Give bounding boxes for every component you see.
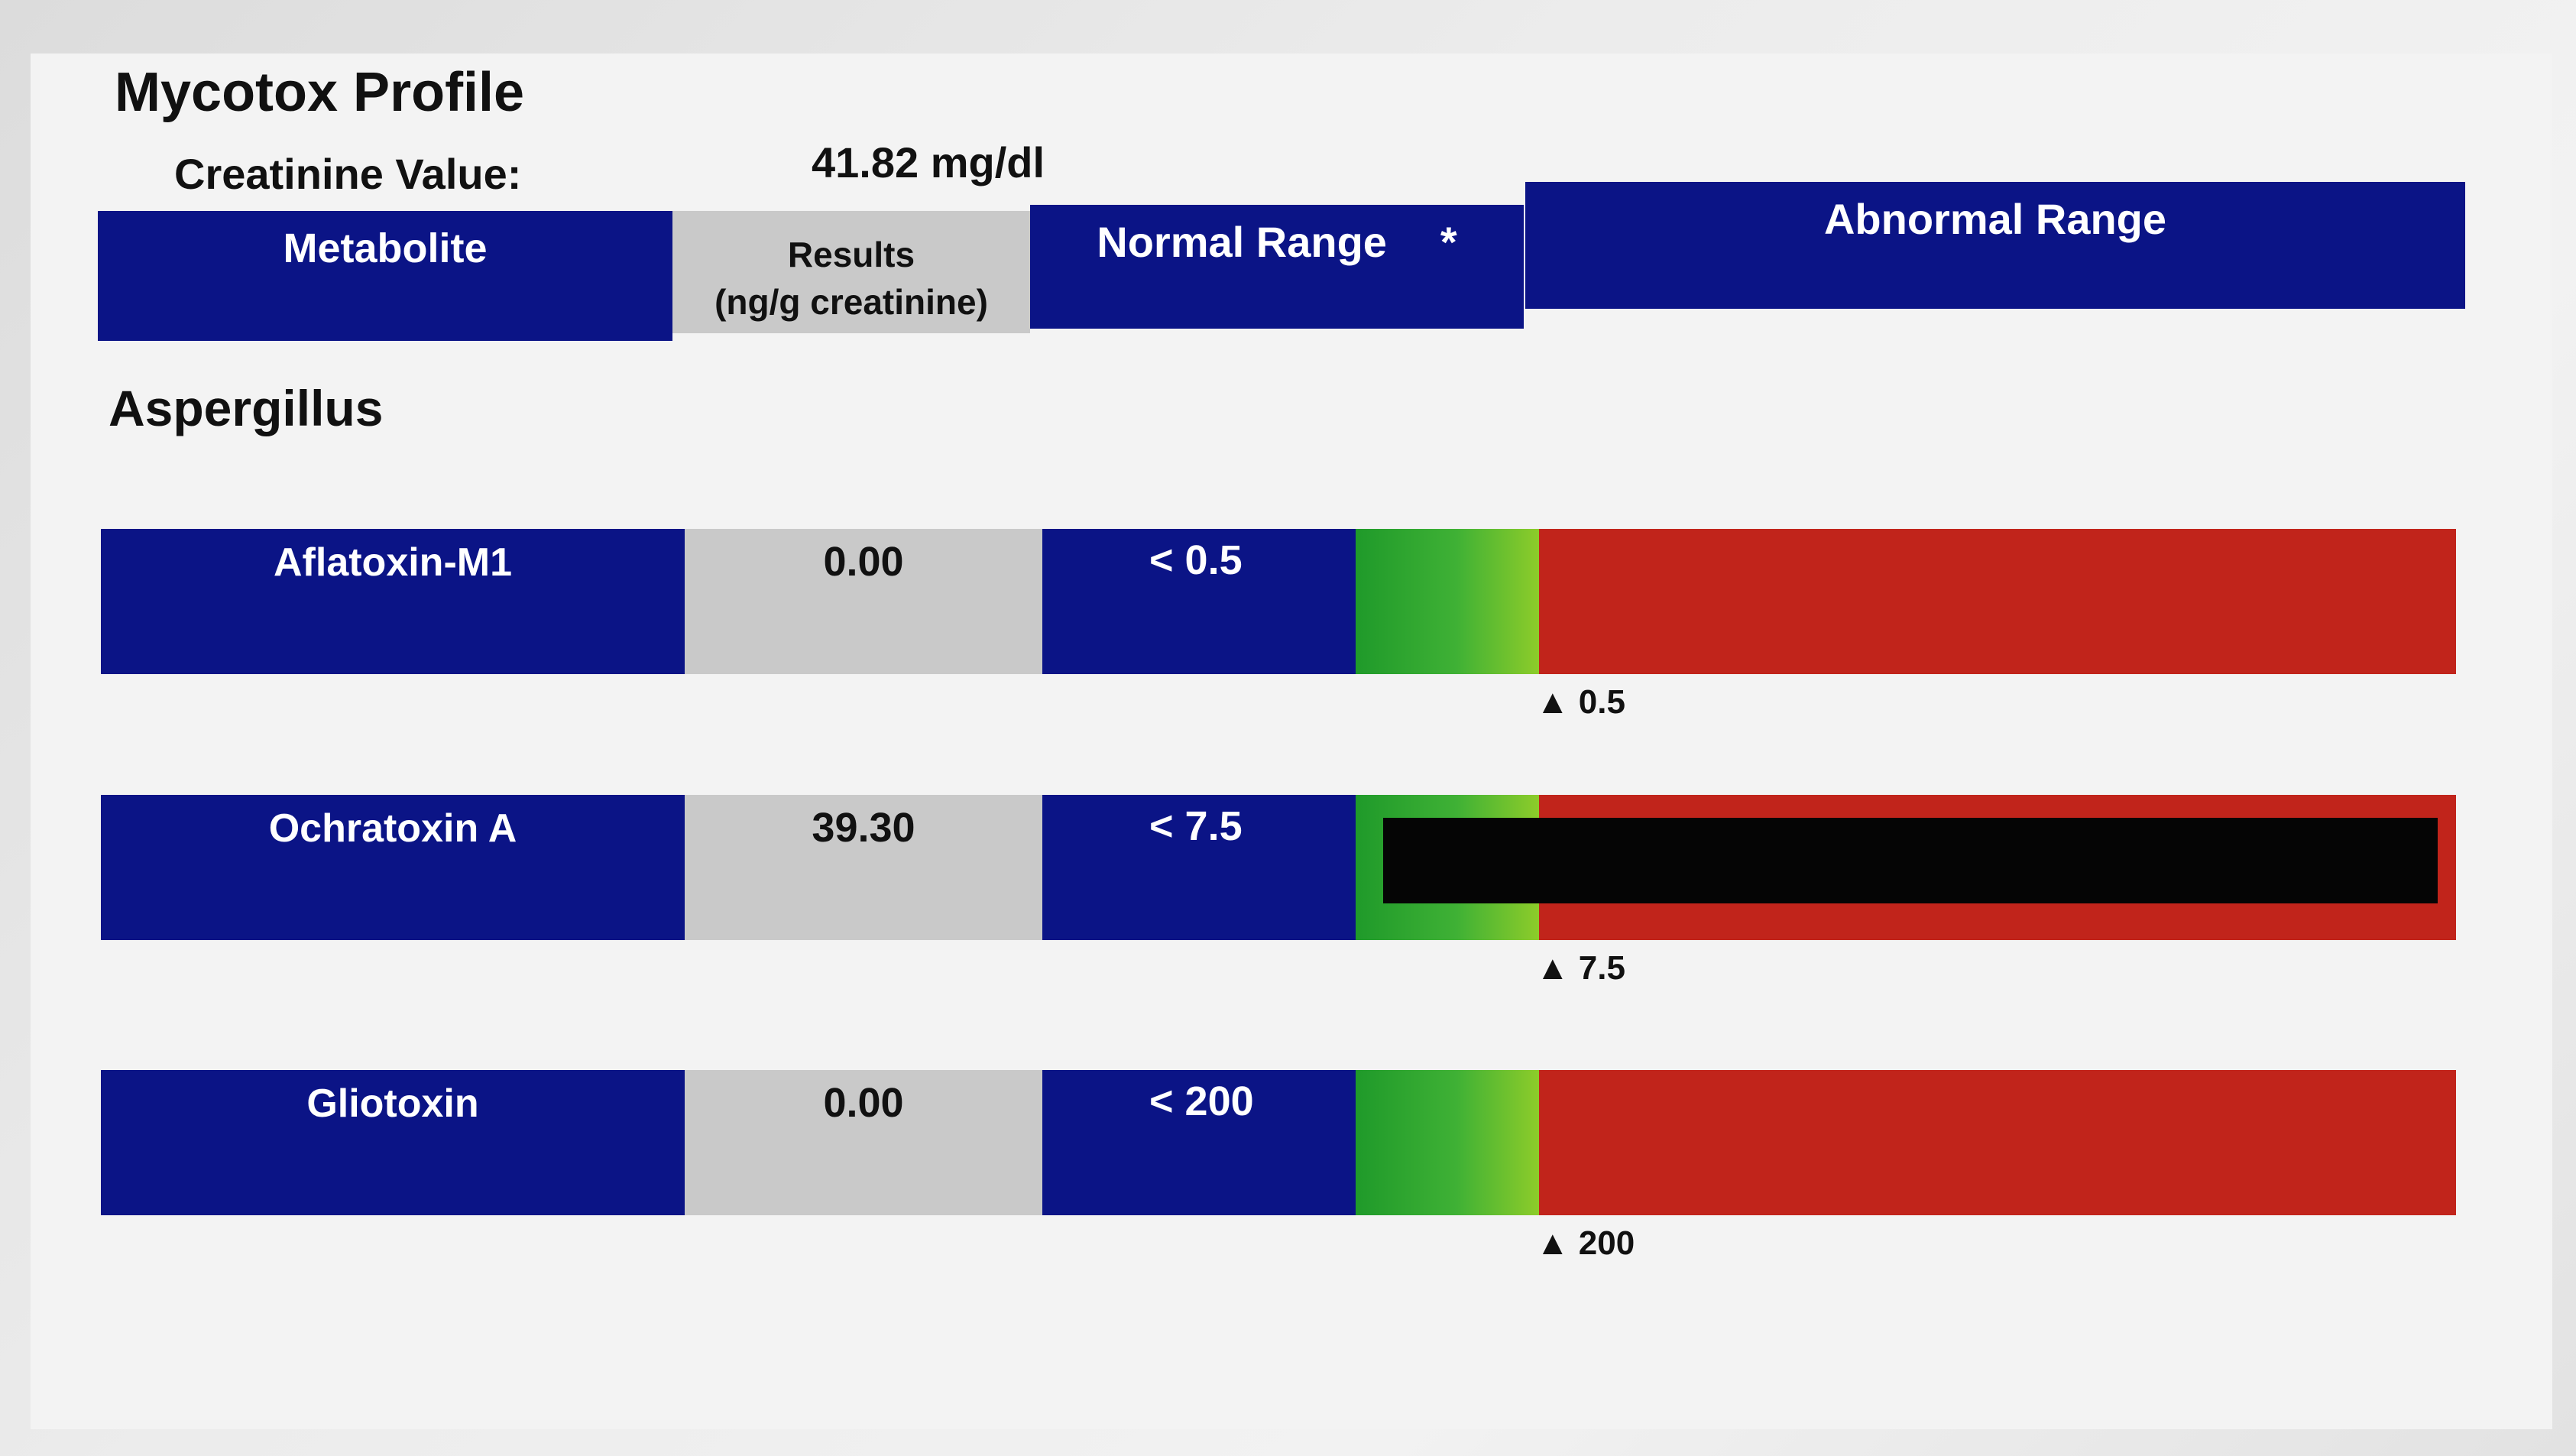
abnormal-bar [1539, 1070, 2456, 1215]
threshold-marker: ▲ 0.5 [1536, 683, 1625, 721]
result-value: 0.00 [685, 529, 1042, 674]
abnormal-bar [1539, 529, 2456, 674]
header-results: Results (ng/g creatinine) [672, 211, 1030, 333]
normal-range-value: < 200 [1042, 1070, 1356, 1215]
header-results-line2: (ng/g creatinine) [714, 282, 988, 322]
threshold-marker: ▲ 7.5 [1536, 949, 1625, 987]
header-results-line1: Results [787, 234, 915, 274]
result-value: 0.00 [685, 1070, 1042, 1215]
metabolite-name: Ochratoxin A [101, 795, 685, 940]
redaction-bar [1383, 818, 2438, 903]
normal-gradient-bar [1356, 1070, 1539, 1215]
report-title: Mycotox Profile [115, 62, 525, 123]
header-normal-asterisk: * [1440, 218, 1457, 266]
metabolite-name: Aflatoxin-M1 [101, 529, 685, 674]
metabolite-name: Gliotoxin [101, 1070, 685, 1215]
header-metabolite-label: Metabolite [283, 225, 488, 271]
header-abnormal-range-label: Abnormal Range [1823, 195, 2167, 243]
header-normal-range: Normal Range * [1030, 205, 1524, 329]
threshold-marker: ▲ 200 [1536, 1224, 1635, 1262]
creatinine-label: Creatinine Value: [174, 150, 522, 198]
header-abnormal-range: Abnormal Range [1525, 182, 2465, 309]
normal-range-value: < 0.5 [1042, 529, 1356, 674]
section-heading: Aspergillus [109, 380, 384, 436]
creatinine-value: 41.82 mg/dl [812, 138, 1045, 186]
result-value: 39.30 [685, 795, 1042, 940]
header-normal-range-label: Normal Range [1097, 218, 1387, 266]
header-metabolite: Metabolite [98, 211, 672, 341]
normal-range-value: < 7.5 [1042, 795, 1356, 940]
normal-gradient-bar [1356, 529, 1539, 674]
